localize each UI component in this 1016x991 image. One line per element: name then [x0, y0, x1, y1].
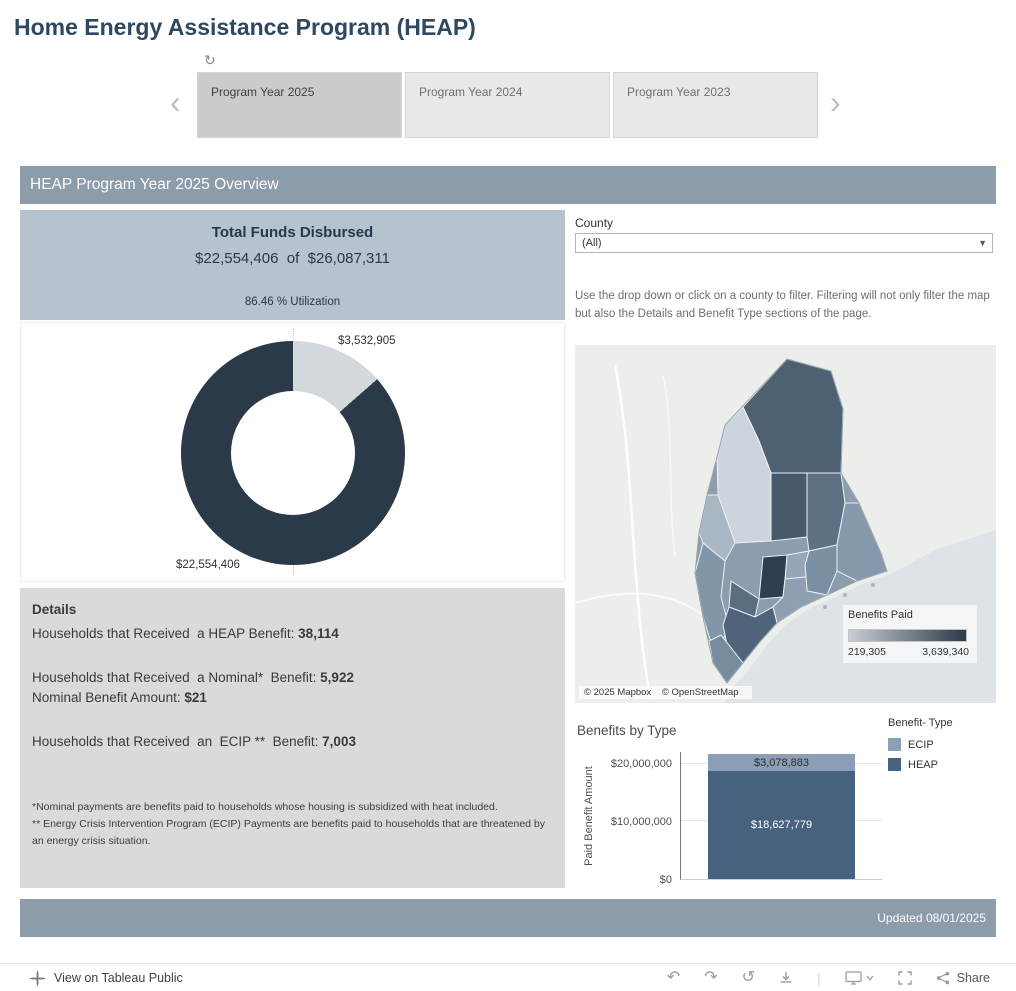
legend-title: Benefit- Type: [888, 717, 953, 729]
county-map[interactable]: Benefits Paid 219,305 3,639,340 © 2025 M…: [575, 345, 996, 703]
county-filter-label: County: [575, 216, 614, 230]
legend-label-ecip: ECIP: [908, 738, 934, 751]
tab-label: Program Year 2023: [627, 85, 731, 99]
tab-program-year-2024[interactable]: Program Year 2024: [405, 72, 610, 138]
island-dot: [871, 583, 875, 587]
chevron-down-icon: ▼: [978, 238, 987, 248]
details-title: Details: [32, 602, 77, 617]
utilization-percent: 86.46 % Utilization: [244, 296, 341, 308]
tab-label: Program Year 2025: [211, 85, 315, 99]
legend-max: 3,639,340: [922, 646, 969, 658]
legend-item-heap[interactable]: HEAP: [888, 758, 953, 771]
view-on-tableau-public[interactable]: View on Tableau Public: [30, 964, 183, 991]
refresh-icon[interactable]: ↻: [204, 52, 216, 68]
benefits-by-type-title: Benefits by Type: [577, 723, 677, 738]
download-icon[interactable]: [779, 971, 793, 985]
legend-item-ecip[interactable]: ECIP: [888, 738, 953, 751]
county-region[interactable]: [784, 550, 810, 580]
legend-min: 219,305: [848, 646, 886, 658]
mapbox-attribution[interactable]: © 2025 Mapbox: [584, 687, 652, 698]
detail-value: $21: [184, 690, 207, 705]
filter-instructions: Use the drop down or click on a county t…: [575, 290, 990, 320]
view-on-tableau-public-label: View on Tableau Public: [54, 971, 183, 985]
road-line: [575, 592, 704, 616]
island-dot: [823, 605, 827, 609]
county-region[interactable]: [770, 472, 808, 542]
benefits-by-type-section: Benefits by Type Paid Benefit Amount $20…: [575, 706, 996, 892]
county-filter-value: (All): [582, 237, 602, 249]
device-preview-icon[interactable]: [844, 971, 862, 985]
tableau-logo-icon: [30, 970, 45, 986]
total-funds-title: Total Funds Disbursed: [211, 224, 374, 241]
funds-donut-chart: $3,532,905 $22,554,406: [20, 322, 565, 582]
detail-line-ecip: Households that Received an ECIP ** Bene…: [32, 734, 356, 749]
donut-ring[interactable]: [181, 341, 405, 565]
updated-date-band: Updated 08/01/2025: [20, 899, 996, 937]
tab-program-year-2023[interactable]: Program Year 2023: [613, 72, 818, 138]
share-label: Share: [956, 971, 990, 985]
y-tick-label: $20,000,000: [610, 757, 672, 770]
y-tick-label: $0: [659, 874, 672, 886]
footnote-ecip: ** Energy Crisis Intervention Program (E…: [32, 817, 546, 847]
stacked-bar[interactable]: $3,078,883 $18,627,779: [708, 752, 855, 879]
share-button[interactable]: Share: [936, 971, 990, 985]
map-attribution: © 2025 Mapbox © OpenStreetMap: [579, 686, 752, 699]
page-title: Home Energy Assistance Program (HEAP): [14, 14, 476, 40]
benefits-paid-legend: Benefits Paid 219,305 3,639,340: [843, 605, 977, 663]
legend-title: Benefits Paid: [848, 609, 913, 621]
bar-segment-ecip[interactable]: $3,078,883: [708, 753, 855, 772]
detail-line-nominal-amount: Nominal Benefit Amount: $21: [32, 690, 207, 705]
benefits-bar-plot: $3,078,883 $18,627,779: [680, 752, 882, 880]
details-panel: Details Households that Received a HEAP …: [20, 588, 565, 888]
redo-icon[interactable]: ↷: [704, 969, 718, 986]
fullscreen-icon[interactable]: [897, 971, 912, 985]
toolbar-separator: |: [817, 970, 821, 986]
bar-segment-heap[interactable]: $18,627,779: [708, 771, 855, 879]
bar-label-ecip: $3,078,883: [753, 756, 810, 769]
benefit-type-legend: Benefit- Type ECIP HEAP: [888, 717, 953, 778]
county-region[interactable]: [758, 554, 788, 600]
detail-value: 7,003: [322, 734, 356, 749]
reset-icon[interactable]: ↺: [741, 969, 755, 986]
tab-program-year-2025[interactable]: Program Year 2025: [197, 72, 402, 138]
chevron-down-icon[interactable]: [866, 975, 874, 981]
tab-label: Program Year 2024: [419, 85, 523, 99]
detail-value: 5,922: [320, 670, 354, 685]
island-dot: [843, 593, 847, 597]
road-line: [613, 364, 652, 698]
legend-swatch-heap: [888, 758, 901, 771]
county-filter-dropdown[interactable]: (All) ▼: [575, 233, 993, 253]
details-footnotes: *Nominal payments are benefits paid to h…: [32, 799, 553, 849]
total-funds-amounts: $22,554,406 of $26,087,311: [195, 250, 390, 267]
carousel-prev-icon[interactable]: ‹: [170, 84, 181, 120]
total-funds-panel: Total Funds Disbursed $22,554,406 of $26…: [20, 210, 565, 320]
benefits-paid-gradient[interactable]: [848, 629, 967, 642]
detail-value: 38,114: [298, 626, 339, 641]
legend-swatch-ecip: [888, 738, 901, 751]
legend-label-heap: HEAP: [908, 758, 938, 771]
footnote-nominal: *Nominal payments are benefits paid to h…: [32, 801, 498, 813]
undo-icon[interactable]: ↶: [666, 969, 681, 986]
y-axis: $20,000,000 $10,000,000 $0: [575, 752, 674, 886]
carousel-next-icon[interactable]: ›: [830, 84, 841, 120]
y-tick-label: $10,000,000: [610, 815, 672, 828]
tableau-toolbar: View on Tableau Public ↶ ↷ ↺ |: [0, 963, 1016, 991]
share-icon: [936, 971, 949, 985]
maine-outline: [694, 358, 888, 684]
osm-attribution[interactable]: © OpenStreetMap: [661, 687, 739, 698]
detail-line-heap: Households that Received a HEAP Benefit:…: [32, 626, 339, 641]
donut-label-disbursed: $22,554,406: [176, 559, 240, 571]
road-line: [662, 374, 676, 556]
donut-label-remaining: $3,532,905: [338, 335, 396, 347]
detail-line-nominal: Households that Received a Nominal* Bene…: [32, 670, 354, 685]
bar-label-heap: $18,627,779: [750, 819, 813, 832]
section-header: HEAP Program Year 2025 Overview: [20, 166, 996, 204]
